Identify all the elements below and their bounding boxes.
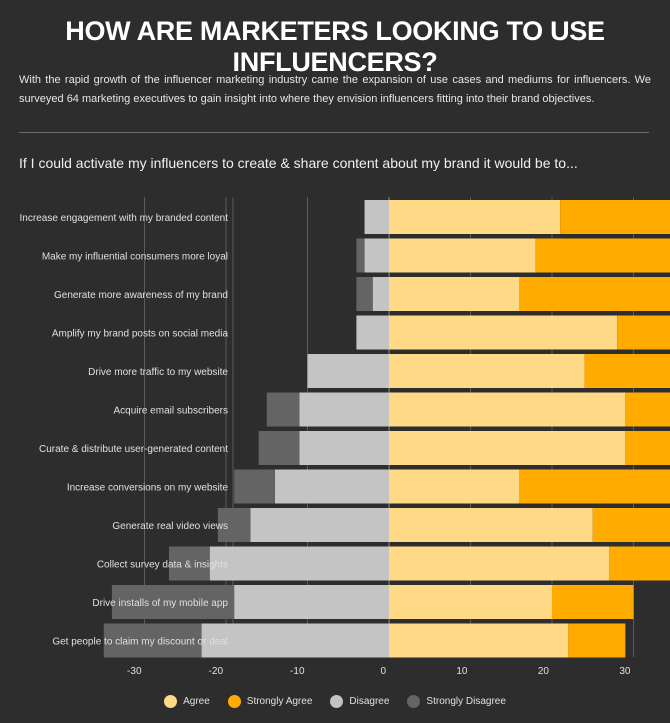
bar-strongly-agree-0 <box>560 200 670 234</box>
legend-swatch-strongly-agree <box>227 695 241 708</box>
diverging-bar-chart: Increase engagement with my branded cont… <box>20 197 670 677</box>
bar-agree-6 <box>389 431 626 465</box>
legend: Agree Strongly Agree Disagree Strongly D… <box>0 695 670 708</box>
page-title: HOW ARE MARKETERS LOOKING TO USE INFLUEN… <box>65 16 605 77</box>
bar-agree-0 <box>389 200 561 234</box>
tick-label: -10 <box>290 666 305 677</box>
bar-strongly-agree-9 <box>609 546 670 581</box>
intro-text: With the rapid growth of the influencer … <box>19 74 651 105</box>
bar-strongly-disagree-7 <box>234 469 275 504</box>
bar-disagree-2 <box>372 277 389 311</box>
bar-disagree-8 <box>250 508 389 542</box>
category-labels: Increase engagement with my branded cont… <box>20 213 229 648</box>
bar-agree-1 <box>389 238 536 273</box>
category-label: Drive more traffic to my website <box>88 367 228 378</box>
tick-label: 30 <box>619 666 631 677</box>
tick-label: 20 <box>538 666 550 677</box>
bar-strongly-disagree-9 <box>168 546 210 581</box>
bar-strongly-disagree-10 <box>111 585 235 619</box>
bar-strongly-agree-8 <box>592 508 670 542</box>
category-label: Generate more awareness of my brand <box>54 290 228 301</box>
legend-item-disagree: Disagree <box>330 695 389 708</box>
bars <box>103 200 670 658</box>
bar-strongly-agree-6 <box>625 431 670 465</box>
bar-agree-10 <box>389 585 552 619</box>
bar-agree-7 <box>389 469 520 504</box>
bar-disagree-5 <box>299 392 389 427</box>
bar-agree-9 <box>389 546 610 581</box>
bar-disagree-3 <box>356 315 389 350</box>
bar-disagree-4 <box>307 354 389 388</box>
bar-strongly-agree-3 <box>617 315 670 350</box>
bar-disagree-9 <box>209 546 389 581</box>
bar-strongly-agree-1 <box>535 238 670 273</box>
bar-disagree-0 <box>364 200 389 234</box>
category-label: Increase conversions on my website <box>67 483 229 494</box>
bar-strongly-agree-2 <box>519 277 670 311</box>
legend-label-disagree: Disagree <box>349 696 390 707</box>
bar-strongly-agree-11 <box>568 623 626 658</box>
legend-item-strongly-disagree: Strongly Disagree <box>407 695 506 708</box>
legend-label-agree: Agree <box>183 696 210 707</box>
bar-strongly-agree-7 <box>519 469 670 504</box>
bar-agree-8 <box>389 508 593 542</box>
bar-disagree-11 <box>201 623 389 658</box>
bar-strongly-disagree-11 <box>103 623 202 658</box>
x-tick-labels: -30-20-100102030405060 <box>127 666 631 677</box>
bar-strongly-disagree-6 <box>258 431 300 465</box>
category-label: Curate & distribute user-generated conte… <box>39 444 228 455</box>
bar-agree-3 <box>389 315 618 350</box>
tick-label: 10 <box>456 666 468 677</box>
divider <box>19 132 649 133</box>
bar-strongly-disagree-5 <box>266 392 300 427</box>
bar-agree-2 <box>389 277 520 311</box>
category-label: Increase engagement with my branded cont… <box>20 213 229 224</box>
legend-item-agree: Agree <box>164 695 210 708</box>
category-label: Acquire email subscribers <box>114 406 229 417</box>
legend-label-strongly-agree: Strongly Agree <box>246 696 313 707</box>
grid-lines <box>144 197 634 657</box>
legend-item-strongly-agree: Strongly Agree <box>227 695 313 708</box>
category-label: Drive installs of my mobile app <box>92 598 228 609</box>
bar-disagree-6 <box>299 431 389 465</box>
tick-label: -20 <box>209 666 224 677</box>
bar-strongly-agree-4 <box>584 354 670 388</box>
category-label: Get people to claim my discount or deal <box>52 637 228 648</box>
legend-label-strongly-disagree: Strongly Disagree <box>426 696 506 707</box>
bar-strongly-disagree-8 <box>217 508 251 542</box>
bar-agree-5 <box>389 392 626 427</box>
category-label: Make my influential consumers more loyal <box>42 252 228 263</box>
tick-label: 0 <box>380 666 386 677</box>
category-label: Generate real video views <box>112 521 228 532</box>
bar-agree-4 <box>389 354 585 388</box>
legend-swatch-agree <box>164 695 178 708</box>
chart-question: If I could activate my influencers to cr… <box>19 155 578 171</box>
bar-disagree-7 <box>274 469 389 504</box>
bar-strongly-disagree-1 <box>356 238 365 273</box>
bar-disagree-1 <box>364 238 389 273</box>
bar-strongly-agree-5 <box>625 392 670 427</box>
tick-label: -30 <box>127 666 142 677</box>
category-label: Amplify my brand posts on social media <box>52 329 229 340</box>
category-label: Collect survey data & insights <box>97 560 228 571</box>
legend-swatch-disagree <box>330 695 344 708</box>
bar-agree-11 <box>389 623 569 658</box>
bar-strongly-disagree-2 <box>356 277 373 311</box>
bar-strongly-agree-10 <box>552 585 634 619</box>
bar-disagree-10 <box>234 585 389 619</box>
legend-swatch-strongly-disagree <box>407 695 421 708</box>
